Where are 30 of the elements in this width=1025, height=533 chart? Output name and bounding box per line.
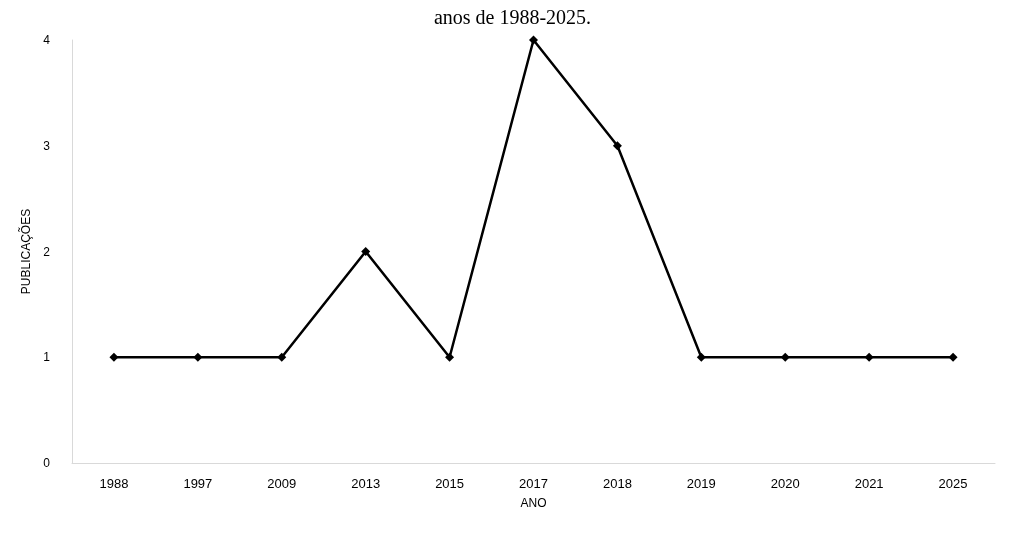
point	[109, 352, 119, 362]
y-tick-label: 0	[43, 456, 51, 470]
point	[361, 247, 371, 256]
point	[780, 352, 790, 362]
point	[864, 352, 874, 362]
x-tick-label: 2025	[938, 476, 968, 491]
x-tick-label: 2018	[602, 476, 632, 491]
point	[193, 352, 203, 362]
x-tick-label: 2020	[770, 476, 800, 491]
point	[948, 352, 958, 362]
y-tick-label: 2	[43, 244, 51, 259]
y-tick-label: 1	[43, 350, 51, 365]
x-tick-label: 1988	[99, 476, 129, 491]
x-tick-label: 1997	[183, 476, 213, 491]
point	[612, 141, 622, 151]
y-axis-title: PUBLICAÇÕES	[18, 208, 34, 295]
y-tick-label: 3	[43, 138, 51, 153]
y-tick-label: 4	[43, 33, 51, 47]
point	[445, 352, 455, 362]
point	[529, 35, 538, 45]
x-tick-label: 2019	[686, 476, 716, 491]
x-axis-title: ANO	[520, 496, 547, 510]
x-tick-label: 2017	[519, 476, 548, 491]
x-tick-label: 2021	[854, 476, 884, 491]
x-tick-label: 2013	[351, 476, 381, 491]
point	[696, 352, 706, 362]
point	[277, 352, 287, 362]
x-tick-label: 2009	[267, 476, 297, 491]
x-tick-label: 2015	[435, 476, 465, 491]
chart-title: anos de 1988-2025.	[433, 6, 592, 28]
